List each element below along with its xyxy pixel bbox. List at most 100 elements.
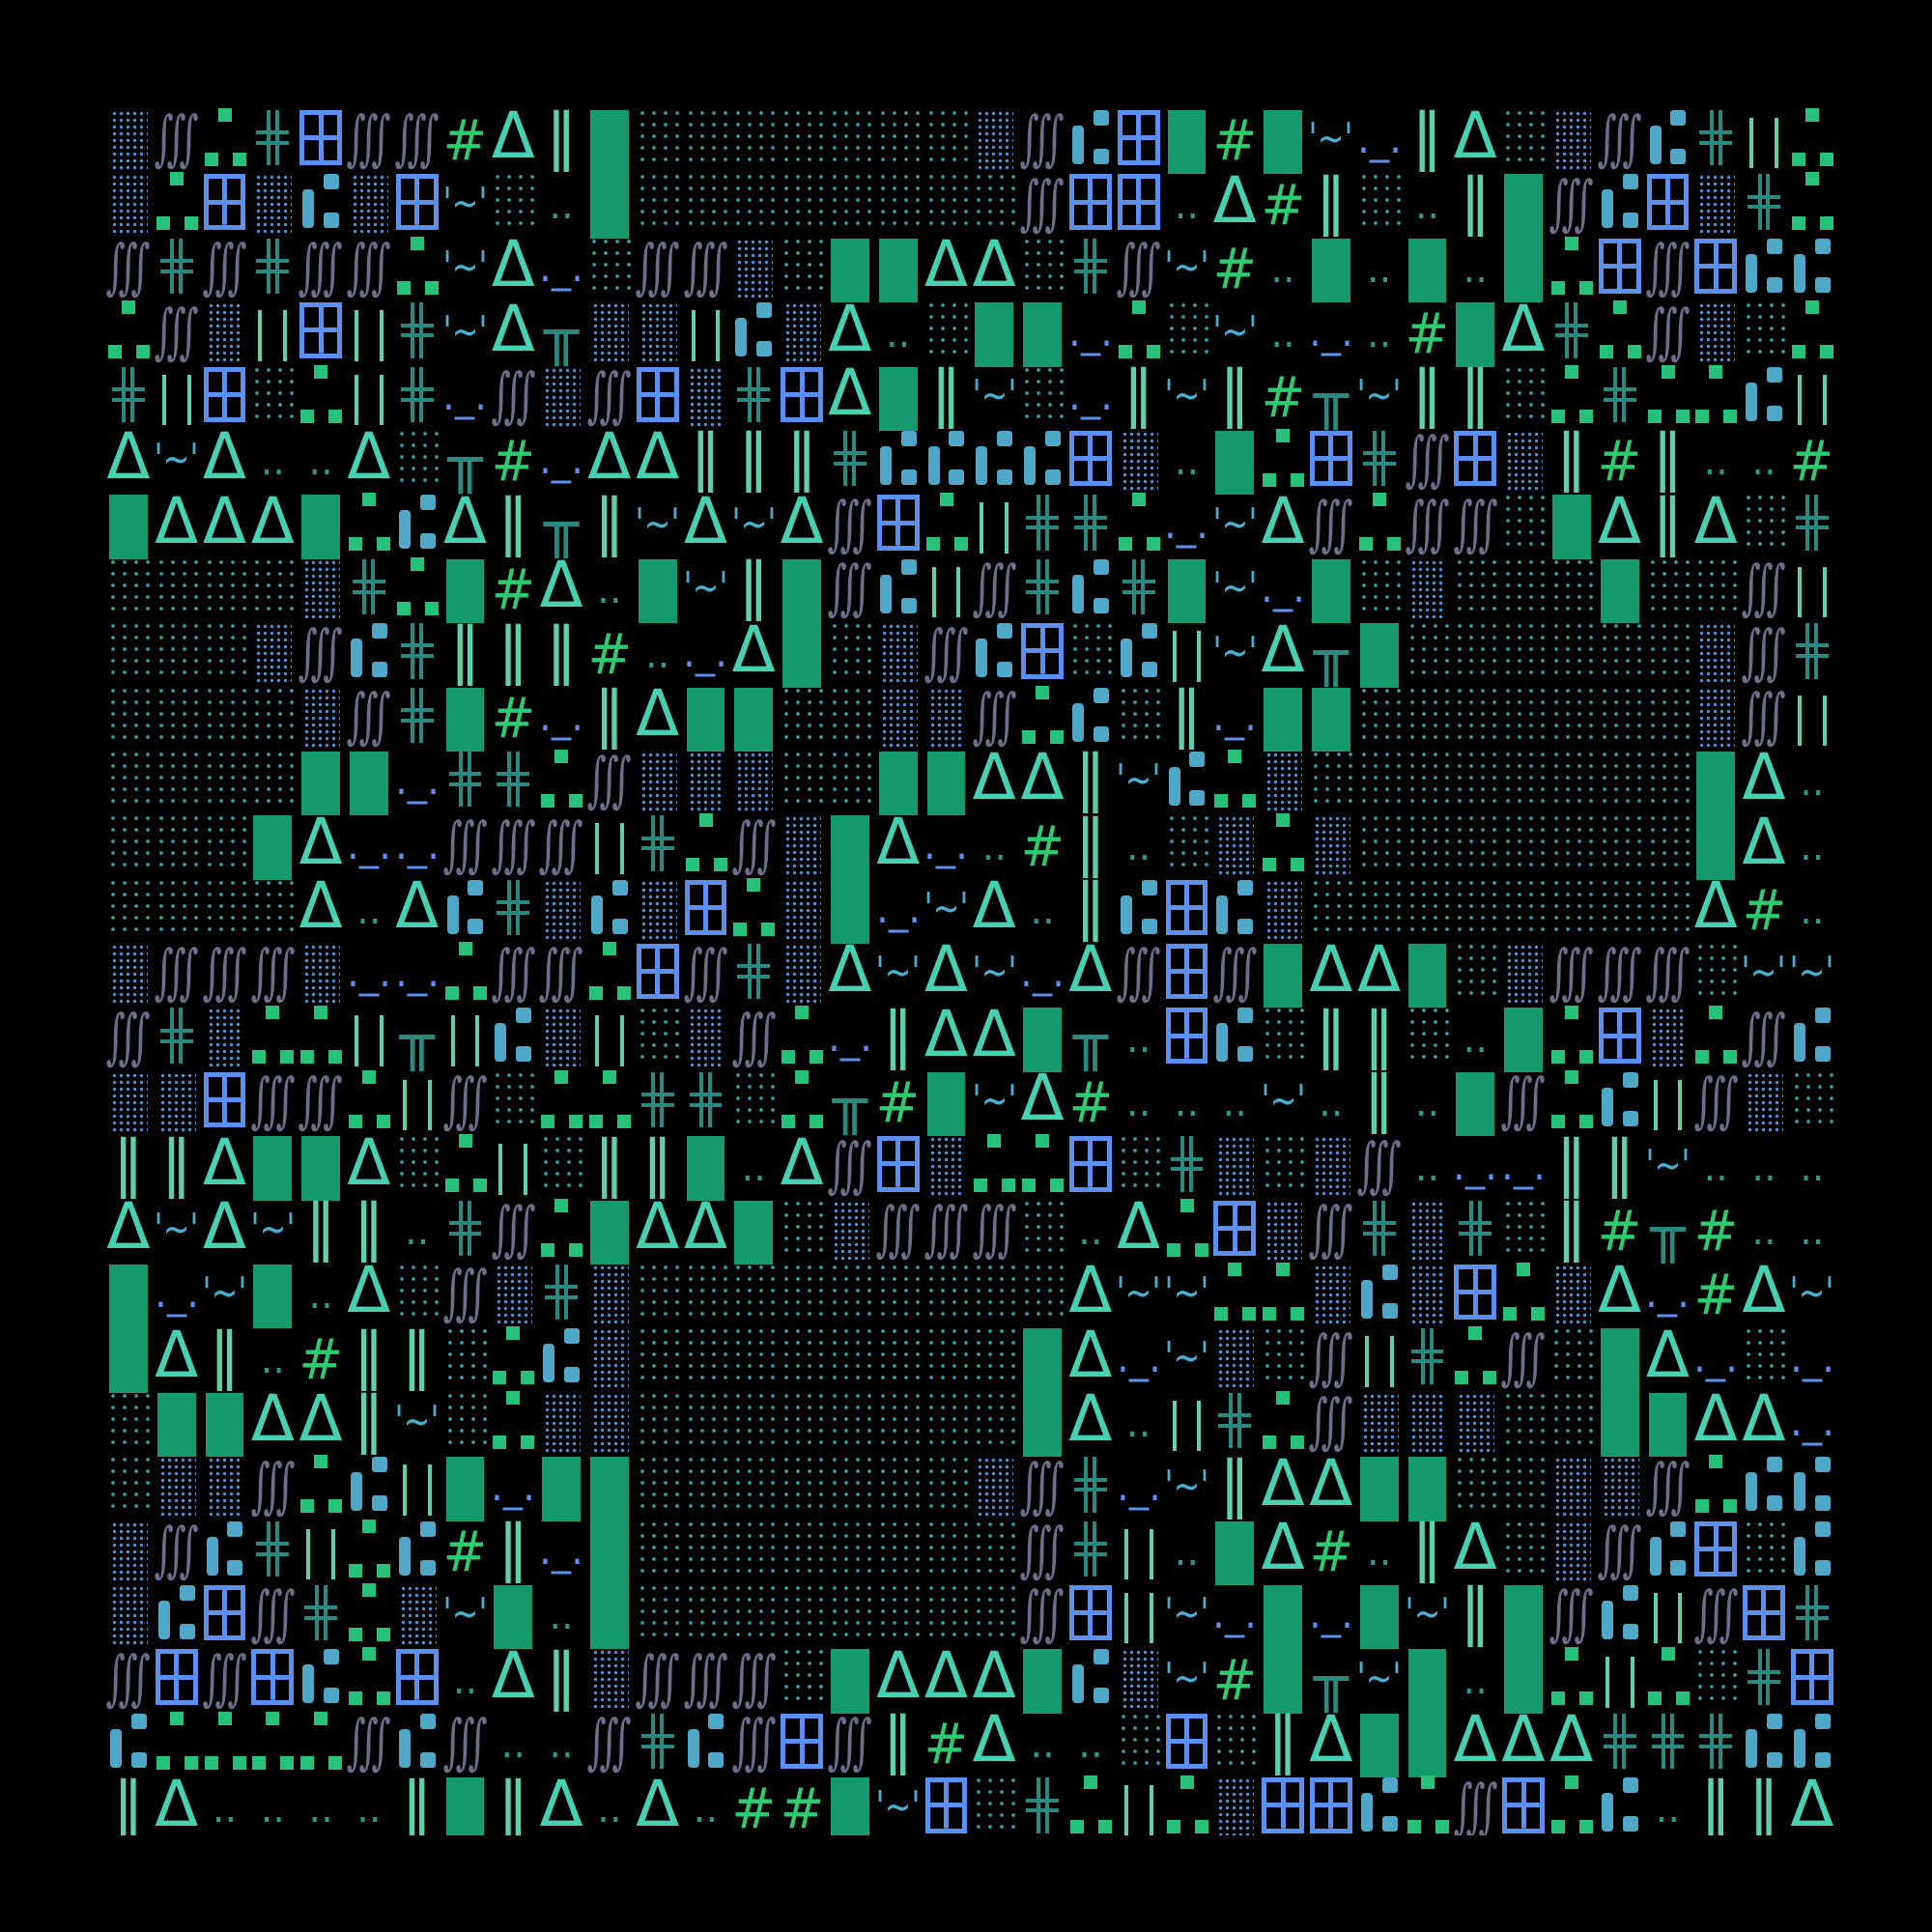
glyph-wrap: .. bbox=[537, 168, 585, 232]
glyph-lines bbox=[1795, 495, 1829, 551]
glyph-char: ._. bbox=[1020, 948, 1065, 998]
green-square bbox=[1709, 1455, 1723, 1469]
capsule-square bbox=[323, 174, 339, 190]
green-square bbox=[1661, 364, 1675, 379]
glyph-char: .. bbox=[1800, 1209, 1825, 1255]
glyph-wrap: ∭ bbox=[441, 1259, 490, 1322]
glyph-char: ∭ bbox=[1019, 1513, 1065, 1584]
glyph-char: '~' bbox=[1164, 1268, 1209, 1319]
green-squares-icon bbox=[1691, 1451, 1740, 1515]
glyph-wrap: ∭ bbox=[297, 233, 345, 297]
glyph-char: Δ bbox=[298, 1381, 343, 1457]
triple-integral-icon: ∭ bbox=[634, 1643, 682, 1707]
capsule-square bbox=[708, 1713, 724, 1729]
capsule-bar bbox=[1071, 574, 1084, 613]
glyph-wrap: Δ bbox=[1307, 1451, 1355, 1515]
capsule-bar bbox=[302, 1664, 315, 1704]
window-icon bbox=[1259, 1772, 1307, 1835]
dot-underscore-icon: ._. bbox=[537, 233, 585, 297]
delta-icon: Δ bbox=[345, 425, 393, 489]
green-square bbox=[169, 172, 184, 186]
capsule-square bbox=[949, 469, 965, 485]
delta-icon: Δ bbox=[489, 1643, 537, 1707]
block-icon bbox=[830, 1649, 869, 1714]
glyph-char: .. bbox=[1751, 1209, 1776, 1255]
delta-icon: Δ bbox=[1451, 1515, 1499, 1579]
glyph-char: # bbox=[780, 1775, 824, 1835]
green-square bbox=[747, 877, 761, 892]
green-square bbox=[1036, 685, 1050, 699]
green-square bbox=[1550, 1820, 1565, 1834]
green-square bbox=[361, 493, 376, 507]
glyph-wrap: '~' bbox=[153, 1195, 201, 1259]
green-square bbox=[1166, 1242, 1180, 1257]
glyph-char: ∭ bbox=[298, 615, 344, 687]
glyph-char: Δ bbox=[923, 227, 969, 302]
green-square bbox=[156, 216, 170, 231]
glyph-char: '~' bbox=[1164, 242, 1209, 293]
green-square bbox=[1276, 1263, 1291, 1277]
glyph-char: ∭ bbox=[250, 1577, 296, 1649]
glyph-char: ._. bbox=[1789, 1397, 1834, 1447]
sparse-dots-icon bbox=[392, 1259, 441, 1323]
glyph-lines bbox=[304, 1584, 337, 1641]
capsule-square bbox=[1237, 1046, 1254, 1063]
tilde-quote-icon: '~' bbox=[1163, 1322, 1211, 1386]
grid-row: ∭ ∭ ∭ ╥ # '~' Δ #...... '~'.. ‖.. ∭ ∭ bbox=[104, 1066, 1835, 1137]
green-square bbox=[616, 986, 631, 1001]
dense-dots-icon bbox=[109, 942, 148, 1007]
glyph-wrap: Δ bbox=[970, 1002, 1018, 1065]
green-squares-icon bbox=[1259, 425, 1307, 489]
green-square bbox=[1517, 1263, 1531, 1277]
thin-bars-icon bbox=[1596, 1643, 1644, 1708]
capsule-bar bbox=[1071, 702, 1084, 742]
capsule-square bbox=[371, 1457, 387, 1473]
delta-icon: Δ bbox=[153, 489, 201, 553]
window-frame bbox=[299, 110, 342, 166]
glyph-wrap: Δ bbox=[153, 1772, 201, 1835]
glyph-wrap: Δ bbox=[1740, 1387, 1788, 1451]
glyph-char: .. bbox=[1703, 1145, 1728, 1190]
tilde-quote-icon: '~' bbox=[874, 1772, 923, 1835]
capsule-square bbox=[900, 558, 917, 575]
tilde-quote-icon: '~' bbox=[970, 361, 1018, 425]
green-square bbox=[361, 1069, 376, 1084]
grid-row: ∭ ∭.... ∭ ∭ ∭ ‖ # Δ.... ‖ Δ Δ Δ Δ bbox=[104, 1708, 1835, 1778]
glyph-wrap: .. bbox=[297, 1772, 345, 1835]
glyph-char: ._. bbox=[827, 1011, 872, 1062]
double-dot-icon: .. bbox=[1404, 1130, 1452, 1194]
glyph-lines bbox=[1651, 1713, 1685, 1770]
window-icon bbox=[297, 297, 345, 360]
glyph-char: ‖ bbox=[209, 1320, 241, 1392]
double-cross-icon bbox=[1066, 1451, 1115, 1515]
glyph-char: Δ bbox=[1742, 740, 1786, 815]
glyph-char: ._. bbox=[539, 691, 584, 741]
sparse-dots-icon bbox=[633, 1322, 682, 1387]
glyph-wrap: .. bbox=[1018, 1708, 1066, 1772]
hash-icon: # bbox=[1210, 104, 1259, 168]
green-square bbox=[1228, 1263, 1242, 1277]
green-square bbox=[588, 986, 603, 1001]
green-square bbox=[361, 1647, 376, 1662]
glyph-wrap: ._. bbox=[1788, 1322, 1835, 1386]
hash-icon: # bbox=[585, 617, 634, 682]
glyph-char: ∭ bbox=[972, 679, 1017, 751]
sparse-dots-icon bbox=[778, 1451, 826, 1516]
glyph-wrap: Δ bbox=[153, 489, 201, 553]
hash-icon: # bbox=[1259, 168, 1307, 233]
tilde-quote-icon: '~' bbox=[729, 489, 778, 553]
glyph-wrap: .. bbox=[1404, 1066, 1452, 1130]
glyph-wrap: ∭ bbox=[1018, 1516, 1066, 1579]
glyph-char: ∭ bbox=[154, 936, 199, 1008]
dot-underscore-icon: ._. bbox=[345, 810, 393, 873]
capsule-square bbox=[611, 879, 628, 895]
double-bar-icon: ‖ bbox=[345, 1195, 393, 1259]
block-icon bbox=[1504, 1584, 1543, 1650]
delta-icon: Δ bbox=[1499, 297, 1548, 360]
tilde-quote-icon: '~' bbox=[1115, 746, 1163, 810]
capsule-square bbox=[708, 1751, 724, 1768]
dot-underscore-icon: ._. bbox=[682, 617, 730, 681]
glyph-char: ∭ bbox=[442, 1257, 488, 1328]
glyph-wrap: ∭ bbox=[634, 1643, 682, 1707]
tilde-quote-icon: '~' bbox=[1163, 361, 1211, 425]
